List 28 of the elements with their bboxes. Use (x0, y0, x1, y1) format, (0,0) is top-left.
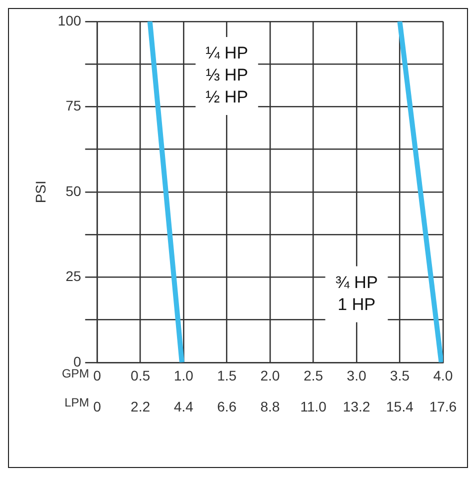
x2-tick-label: 4.4 (174, 398, 194, 414)
x-tick-label: 2.5 (304, 368, 324, 384)
annotation: ¾ HP 1 HP (335, 272, 378, 314)
x2-tick-label: 6.6 (217, 398, 237, 414)
x-tick-label: 1.0 (174, 368, 194, 384)
x2-axis-title: LPM (64, 396, 90, 410)
y-tick-label: 50 (66, 182, 82, 199)
x-tick-label: 3.0 (346, 368, 366, 384)
x2-tick-label: 11.0 (300, 398, 327, 414)
x2-tick-label: 13.2 (342, 398, 370, 414)
y-tick-label: 100 (58, 12, 82, 28)
x-tick-label: 0.5 (130, 368, 150, 384)
x-tick-label: 0 (93, 368, 102, 384)
y-tick-label: 0 (73, 353, 82, 370)
x2-tick-label: 0 (93, 398, 102, 414)
x-tick-label: 3.5 (390, 368, 410, 384)
x2-tick-label: 15.4 (386, 398, 414, 414)
x2-tick-label: 2.2 (130, 398, 150, 414)
x-tick-label: 1.5 (217, 368, 237, 384)
y-tick-label: 75 (66, 98, 82, 114)
y-axis-title: PSI (32, 180, 48, 204)
x-tick-label: 4.0 (433, 368, 453, 384)
x-axis-title: GPM (62, 366, 90, 381)
x2-tick-label: 8.8 (260, 398, 280, 414)
y-tick-label: 25 (66, 268, 82, 284)
x2-tick-label: 17.6 (429, 398, 457, 414)
x-tick-label: 2.0 (260, 368, 280, 384)
annotation: ¼ HP ⅓ HP ½ HP (206, 44, 248, 107)
